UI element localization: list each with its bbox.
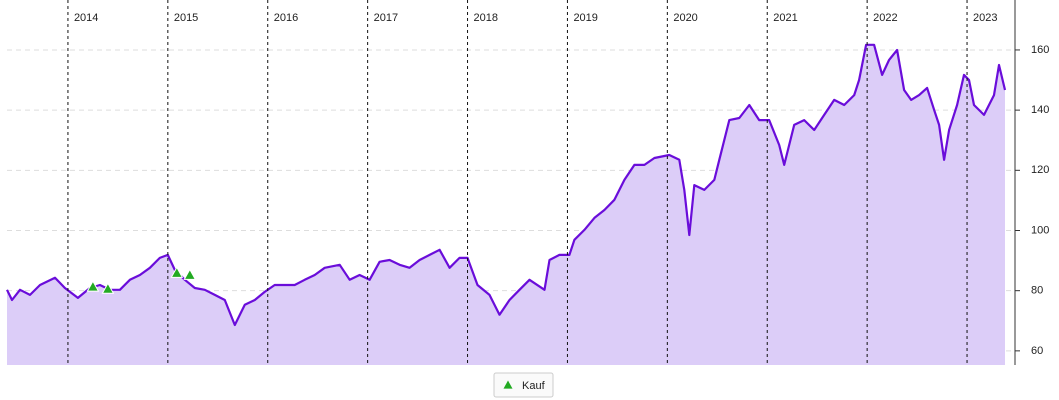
buy-marker	[170, 266, 184, 278]
x-tick-label: 2022	[873, 12, 897, 24]
buy-marker	[183, 268, 197, 280]
x-tick-label: 2018	[474, 12, 498, 24]
x-tick-label: 2021	[773, 12, 797, 24]
x-tick-label: 2015	[174, 12, 198, 24]
x-tick-label: 2019	[573, 12, 597, 24]
x-tick-label: 2023	[973, 12, 997, 24]
y-tick-label: 160	[1031, 44, 1049, 56]
y-tick-label: 120	[1031, 164, 1049, 176]
legend-box	[493, 372, 554, 398]
x-tick-label: 2014	[74, 12, 98, 24]
y-tick-label: 140	[1031, 104, 1049, 116]
legend-marker	[503, 380, 513, 389]
x-tick-label: 2016	[274, 12, 298, 24]
y-tick-label: 100	[1031, 224, 1049, 236]
buy-marker	[101, 282, 115, 294]
buy-marker	[86, 280, 100, 292]
y-tick-label: 80	[1031, 285, 1043, 297]
line	[6, 43, 1007, 327]
x-tick-label: 2020	[673, 12, 697, 24]
area	[7, 44, 1006, 366]
x-tick-label: 2017	[374, 12, 398, 24]
legend-label: Kauf	[522, 380, 546, 392]
y-tick-label: 60	[1031, 345, 1043, 357]
